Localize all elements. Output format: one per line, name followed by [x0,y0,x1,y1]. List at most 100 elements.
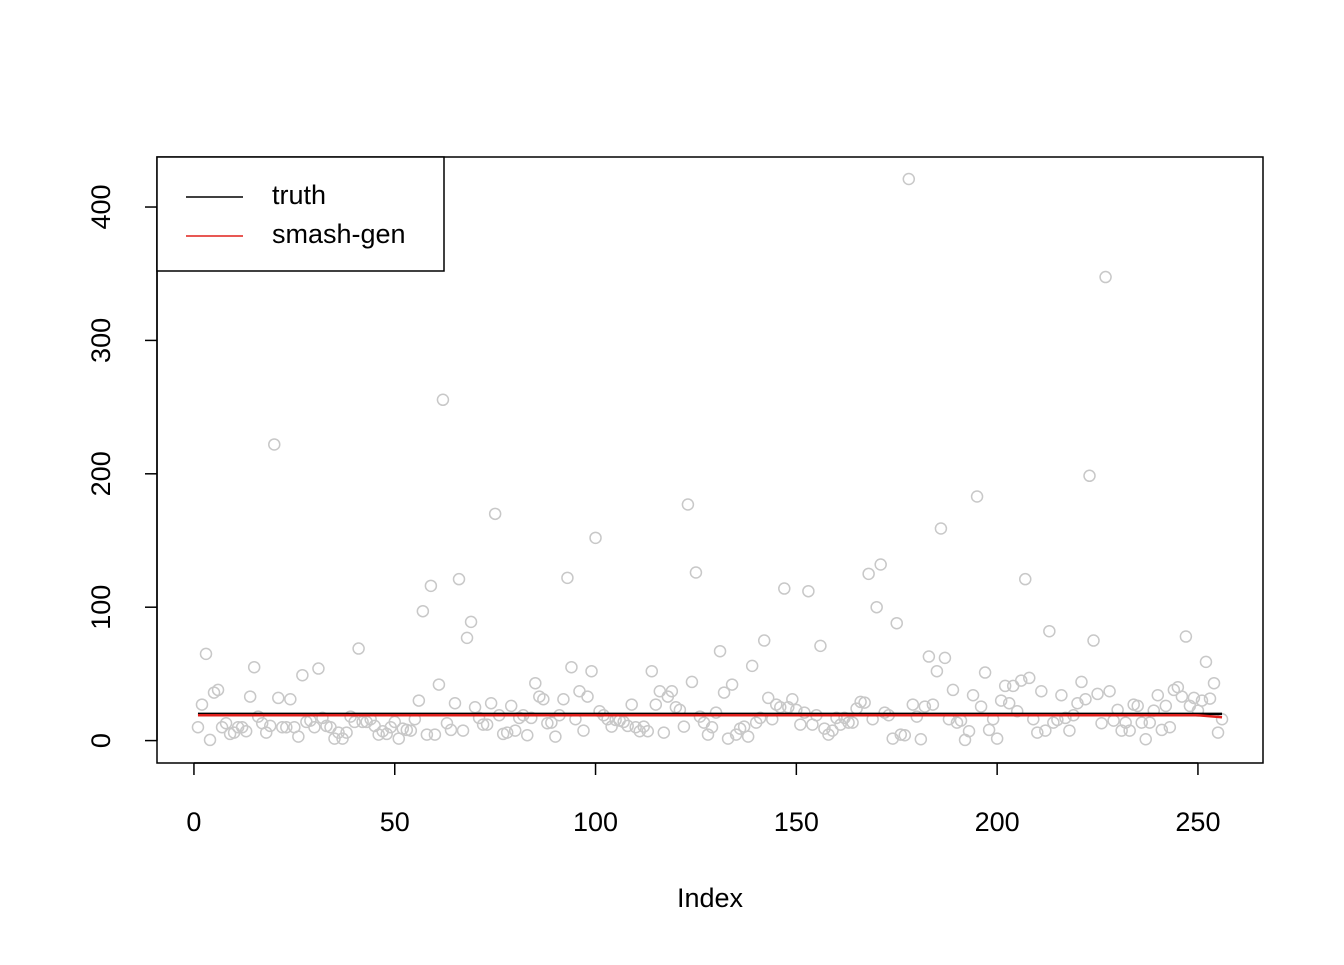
data-point [854,695,867,709]
data-point [918,700,932,713]
y-tick-label: 300 [86,318,116,363]
data-point [814,639,827,653]
data-point [745,659,759,673]
data-point [280,721,293,734]
data-point [994,694,1008,707]
data-point [1010,704,1024,718]
data-point [1195,694,1209,707]
data-point [1079,692,1092,706]
data-point [292,730,305,743]
data-point [874,558,887,571]
data-point [1014,674,1028,687]
data-point [1131,699,1144,713]
data-point [541,716,554,730]
data-point [436,393,450,407]
data-point [858,696,871,709]
data-point [621,719,634,733]
data-point [508,724,522,737]
data-point [1135,716,1148,729]
x-tick-label: 50 [380,807,410,837]
y-tick-label: 0 [86,733,116,748]
data-point [717,686,731,699]
data-point [725,678,739,691]
data-point [428,728,442,741]
data-point [239,725,253,738]
data-point [251,710,265,723]
data-point [1119,716,1132,729]
data-point [424,579,438,593]
data-point [549,730,562,743]
data-point [480,718,494,731]
data-point [665,684,679,698]
data-point [846,716,859,729]
data-point [1059,711,1072,725]
data-point [798,706,811,719]
data-point [934,522,948,535]
data-point [380,727,393,741]
data-point [862,567,875,581]
data-point [372,728,385,741]
x-tick-label: 250 [1175,807,1220,837]
data-point [444,723,458,737]
data-point [573,684,586,698]
data-point [557,692,570,706]
data-point [930,664,944,678]
data-point [1203,692,1217,705]
data-point [954,714,968,727]
data-point [898,729,912,742]
data-point [259,726,273,739]
data-point [284,692,297,706]
data-point [1163,721,1177,734]
data-point [565,660,578,674]
data-point [926,698,940,711]
data-point [545,716,558,729]
data-point [276,721,289,734]
data-point [1023,671,1036,685]
data-point [1006,679,1020,693]
data-point [316,711,329,725]
data-point [324,721,337,734]
data-point [1211,726,1225,739]
data-point [822,728,835,741]
data-point [649,698,663,711]
data-point [312,662,325,675]
data-point [1151,688,1165,702]
data-point [404,724,418,737]
data-point [677,720,691,733]
data-point [1091,687,1104,701]
x-tick-label: 0 [186,807,201,837]
data-point [1019,572,1032,586]
data-point [1207,676,1221,690]
data-point [231,721,245,734]
data-point [689,566,703,579]
data-point [834,718,847,731]
data-point [203,733,217,747]
data-point [978,666,992,679]
legend-box [156,156,445,272]
data-point [870,600,883,614]
data-point [1159,699,1173,713]
data-point [352,642,365,655]
data-point [966,688,980,702]
data-point [1087,634,1100,647]
data-point [990,732,1004,745]
data-point [577,724,590,737]
data-point [1123,724,1136,737]
data-point [264,719,277,733]
data-point [974,700,988,713]
data-point [741,730,755,743]
data-point [525,711,538,725]
data-point [504,699,518,713]
data-point [1039,724,1052,737]
data-point [1139,733,1152,746]
data-point [1107,714,1120,727]
data-point [830,711,843,725]
data-point [296,668,309,682]
data-point [938,651,952,665]
data-point [484,696,498,710]
series-line [197,713,1223,719]
data-point [585,664,598,678]
data-point [521,729,534,742]
data-point [219,716,233,730]
data-point [794,718,807,731]
